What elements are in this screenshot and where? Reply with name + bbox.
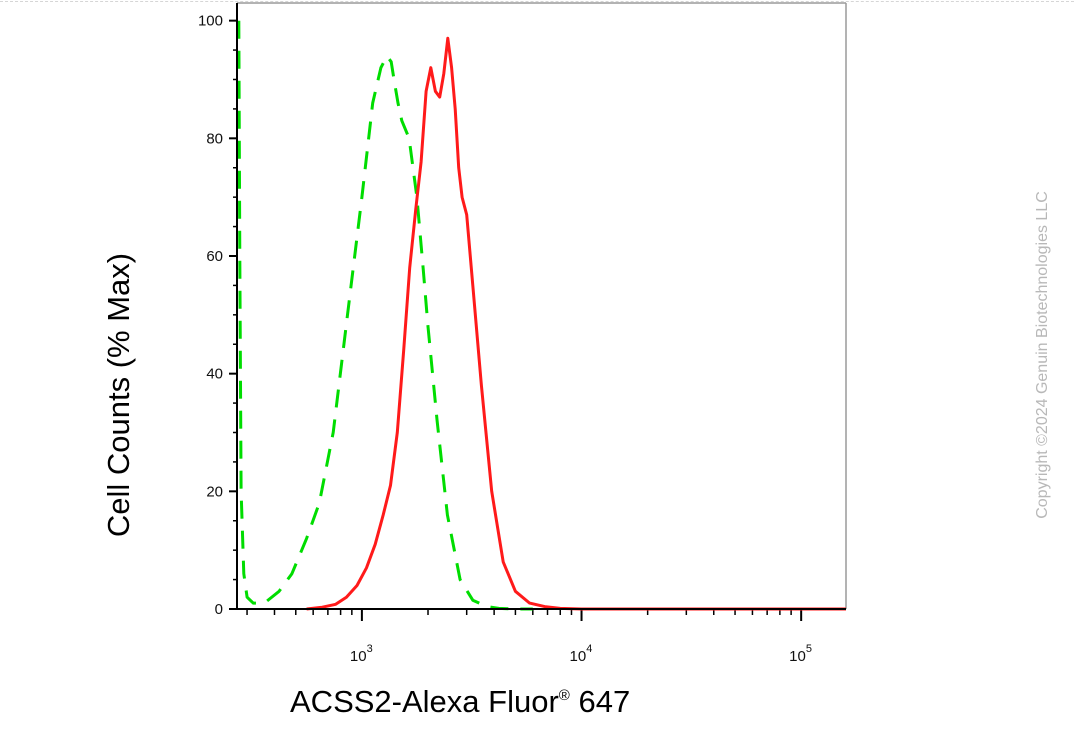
x-tick-label: 103	[350, 643, 373, 665]
copyright-watermark: Copyright ©2024 Genuin Biotechnologies L…	[1034, 191, 1051, 519]
y-tick-label: 20	[206, 483, 223, 500]
y-tick-label: 100	[198, 13, 223, 30]
y-axis-title: Cell Counts (% Max)	[101, 253, 136, 537]
x-axis-title-registered-mark: ®	[559, 687, 570, 704]
y-tick-label: 80	[206, 130, 223, 147]
x-axis-title: ACSS2-Alexa Fluor® 647	[290, 684, 630, 719]
y-tick-label: 40	[206, 366, 223, 383]
x-axis-title-main: ACSS2-Alexa Fluor	[290, 684, 559, 719]
y-tick-label: 0	[215, 601, 223, 618]
series-layer	[237, 20, 846, 611]
x-axis-title-tail: 647	[570, 684, 630, 719]
series-line-2	[306, 36, 846, 611]
x-tick-label: 104	[570, 643, 593, 665]
series-line-1	[237, 20, 533, 611]
x-tick-label: 105	[789, 643, 812, 665]
y-axis-ticks: 0 20 40 60 80 100	[198, 13, 237, 618]
x-axis-ticks: 103 104 105	[246, 609, 812, 665]
plot-frame	[237, 2, 847, 609]
y-tick-label: 60	[206, 248, 223, 265]
axes	[236, 3, 846, 610]
top-dashed-border	[0, 1, 1074, 2]
